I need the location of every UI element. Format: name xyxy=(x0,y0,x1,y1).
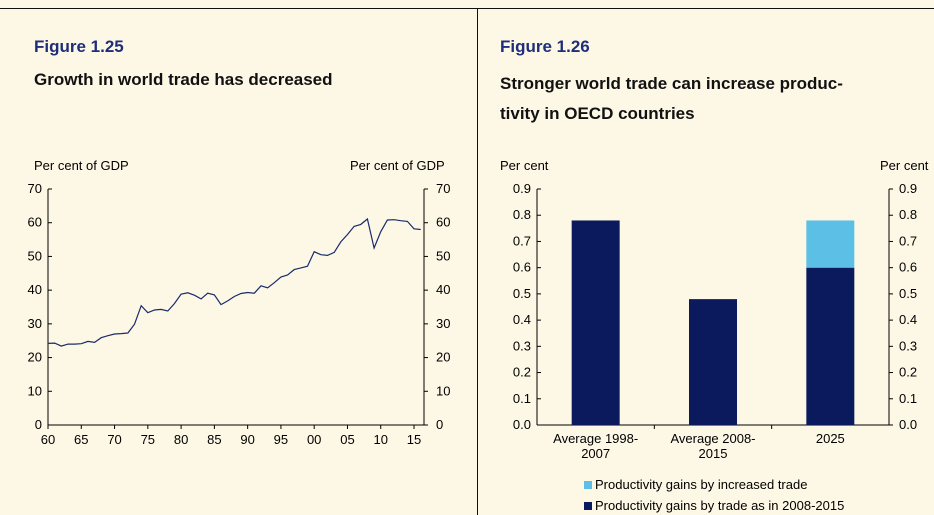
x-tick-label: 85 xyxy=(207,432,221,447)
y-tick-label-right: 60 xyxy=(436,215,450,230)
legend-swatch-navy xyxy=(584,501,592,510)
x-category-label: 2025 xyxy=(816,431,845,446)
y-tick-label-left: 60 xyxy=(28,215,42,230)
y-tick-label-right: 50 xyxy=(436,248,450,263)
legend-label: Productivity gains by increased trade xyxy=(595,477,808,492)
y-tick-label-right: 0.9 xyxy=(899,181,917,196)
y-tick-label-right: 30 xyxy=(436,316,450,331)
x-category-label: Average 2008- xyxy=(670,431,755,446)
y-tick-label-left: 50 xyxy=(28,248,42,263)
y-tick-label-left: 0.8 xyxy=(513,207,531,222)
x-tick-label: 10 xyxy=(374,432,388,447)
y-tick-label-right: 0.7 xyxy=(899,233,917,248)
figure-title: Growth in world trade has decreased xyxy=(34,70,333,89)
x-category-label: Average 1998- xyxy=(553,431,638,446)
x-tick-label: 95 xyxy=(274,432,288,447)
panel-divider xyxy=(477,8,478,515)
y-tick-label-left: 40 xyxy=(28,282,42,297)
y-tick-label-left: 0.7 xyxy=(513,233,531,248)
y-tick-label-left: 0.1 xyxy=(513,391,531,406)
x-tick-label: 90 xyxy=(240,432,254,447)
legend-item-increased: Productivity gains by increased trade xyxy=(584,477,807,492)
legend-item-as-in-2008-2015: Productivity gains by trade as in 2008-2… xyxy=(584,498,844,513)
figure-title-line-1: Stronger world trade can increase produc… xyxy=(500,74,843,93)
x-tick-label: 75 xyxy=(141,432,155,447)
y-tick-label-right: 0.4 xyxy=(899,312,917,327)
y-tick-label-right: 40 xyxy=(436,282,450,297)
y-tick-label-left: 20 xyxy=(28,350,42,365)
y-tick-label-right: 0.0 xyxy=(899,417,917,432)
y-unit-right: Per cent of GDP xyxy=(350,158,445,173)
y-tick-label-left: 70 xyxy=(28,181,42,196)
x-tick-label: 00 xyxy=(307,432,321,447)
y-tick-label-right: 0 xyxy=(436,417,443,432)
bar-base xyxy=(806,267,855,425)
y-tick-label-right: 0.8 xyxy=(899,207,917,222)
y-unit-left: Per cent of GDP xyxy=(34,158,129,173)
x-tick-label: 05 xyxy=(340,432,354,447)
y-tick-label-right: 0.3 xyxy=(899,338,917,353)
y-tick-label-right: 20 xyxy=(436,350,450,365)
y-unit-right: Per cent xyxy=(880,158,929,173)
bar-base xyxy=(571,220,620,425)
x-tick-label: 80 xyxy=(174,432,188,447)
y-tick-label-left: 0.5 xyxy=(513,286,531,301)
y-tick-label-left: 0.3 xyxy=(513,338,531,353)
y-tick-label-right: 0.2 xyxy=(899,365,917,380)
right-panel: Figure 1.26 Stronger world trade can inc… xyxy=(479,0,934,515)
x-tick-label: 15 xyxy=(407,432,421,447)
x-tick-label: 70 xyxy=(107,432,121,447)
y-tick-label-right: 10 xyxy=(436,383,450,398)
y-tick-label-left: 0.6 xyxy=(513,260,531,275)
figure-number: Figure 1.26 xyxy=(500,37,590,56)
bar-increase xyxy=(806,220,855,268)
y-tick-label-left: 0.9 xyxy=(513,181,531,196)
series-line xyxy=(47,217,421,347)
y-tick-label-right: 70 xyxy=(436,181,450,196)
y-tick-label-right: 0.6 xyxy=(899,260,917,275)
y-tick-label-left: 0 xyxy=(35,417,42,432)
x-tick-label: 60 xyxy=(41,432,55,447)
top-rule xyxy=(0,8,934,9)
bar-base xyxy=(689,299,737,425)
x-category-label: 2015 xyxy=(699,446,728,461)
y-tick-label-left: 0.4 xyxy=(513,312,531,327)
y-tick-label-left: 10 xyxy=(28,383,42,398)
legend-swatch-light-blue xyxy=(584,480,592,489)
x-tick-label: 65 xyxy=(74,432,88,447)
figure-number: Figure 1.25 xyxy=(34,37,124,56)
y-tick-label-left: 0.2 xyxy=(513,365,531,380)
x-category-label: 2007 xyxy=(581,446,610,461)
y-tick-label-right: 0.1 xyxy=(899,391,917,406)
y-unit-left: Per cent xyxy=(500,158,549,173)
figure-title-line-2: tivity in OECD countries xyxy=(500,104,695,123)
legend-label: Productivity gains by trade as in 2008-2… xyxy=(595,498,845,513)
y-tick-label-left: 0.0 xyxy=(513,417,531,432)
left-panel: Figure 1.25 Growth in world trade has de… xyxy=(28,37,451,447)
y-tick-label-right: 0.5 xyxy=(899,286,917,301)
bar-chart: 0.0 0.0 0.1 0.1 0.2 0.2 0.3 0.3 0.4 0.4 0.5 0.5 0.6 0… xyxy=(513,181,917,461)
y-tick-label-left: 30 xyxy=(28,316,42,331)
